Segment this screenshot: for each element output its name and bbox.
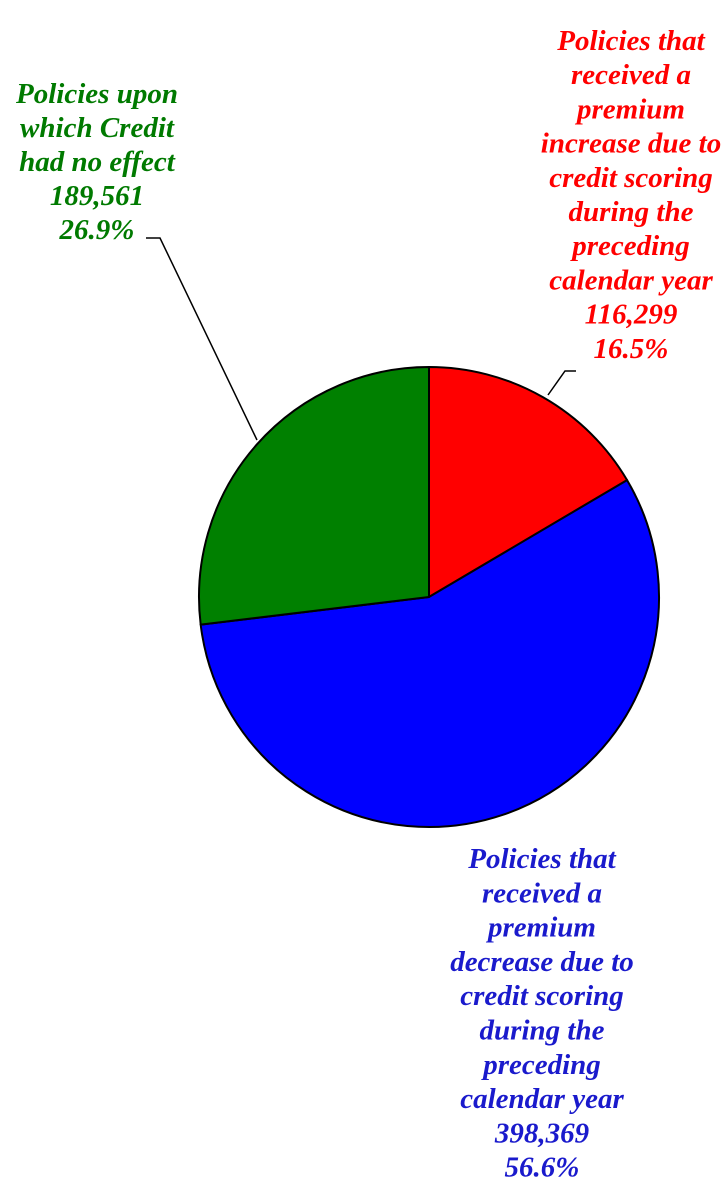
data-label-percent: 16.5%	[594, 333, 669, 365]
label-line: which Credit	[20, 112, 175, 144]
data-label-percent: 56.6%	[505, 1152, 580, 1184]
label-line: during the	[569, 196, 694, 228]
label-line: preceding	[480, 1049, 601, 1081]
data-label-count: 116,299	[585, 299, 678, 331]
label-line: preceding	[569, 230, 690, 262]
label-line: premium	[574, 93, 685, 125]
data-label-count: 398,369	[494, 1117, 589, 1149]
slice-decrease	[199, 479, 660, 828]
leader-line-no-effect	[146, 237, 258, 441]
label-line: Policies that	[467, 843, 616, 875]
label-line: Policies upon	[15, 78, 178, 110]
label-line: Policies that	[556, 25, 705, 57]
data-label-percent: 26.9%	[59, 214, 135, 246]
label-line: received a	[482, 877, 602, 909]
label-line: increase due to	[541, 128, 721, 160]
label-line: calendar year	[460, 1083, 624, 1115]
leader-line-increase	[547, 370, 576, 396]
label-decrease: Policies that received a premium decrease d…	[450, 843, 634, 1184]
label-line: premium	[485, 912, 596, 944]
label-no-effect: Policies upon which Credit had no effect 18…	[15, 78, 178, 246]
data-label-count: 189,561	[50, 180, 144, 212]
label-increase: Policies that received a premium increase d…	[541, 25, 721, 365]
slice-increase	[428, 366, 629, 598]
label-line: credit scoring	[460, 980, 624, 1012]
label-line: credit scoring	[549, 162, 713, 194]
label-line: during the	[480, 1015, 605, 1047]
slice-no-effect	[198, 366, 430, 626]
label-line: had no effect	[19, 146, 176, 178]
label-line: calendar year	[549, 264, 713, 296]
label-line: received a	[571, 59, 691, 91]
label-line: decrease due to	[450, 946, 634, 978]
